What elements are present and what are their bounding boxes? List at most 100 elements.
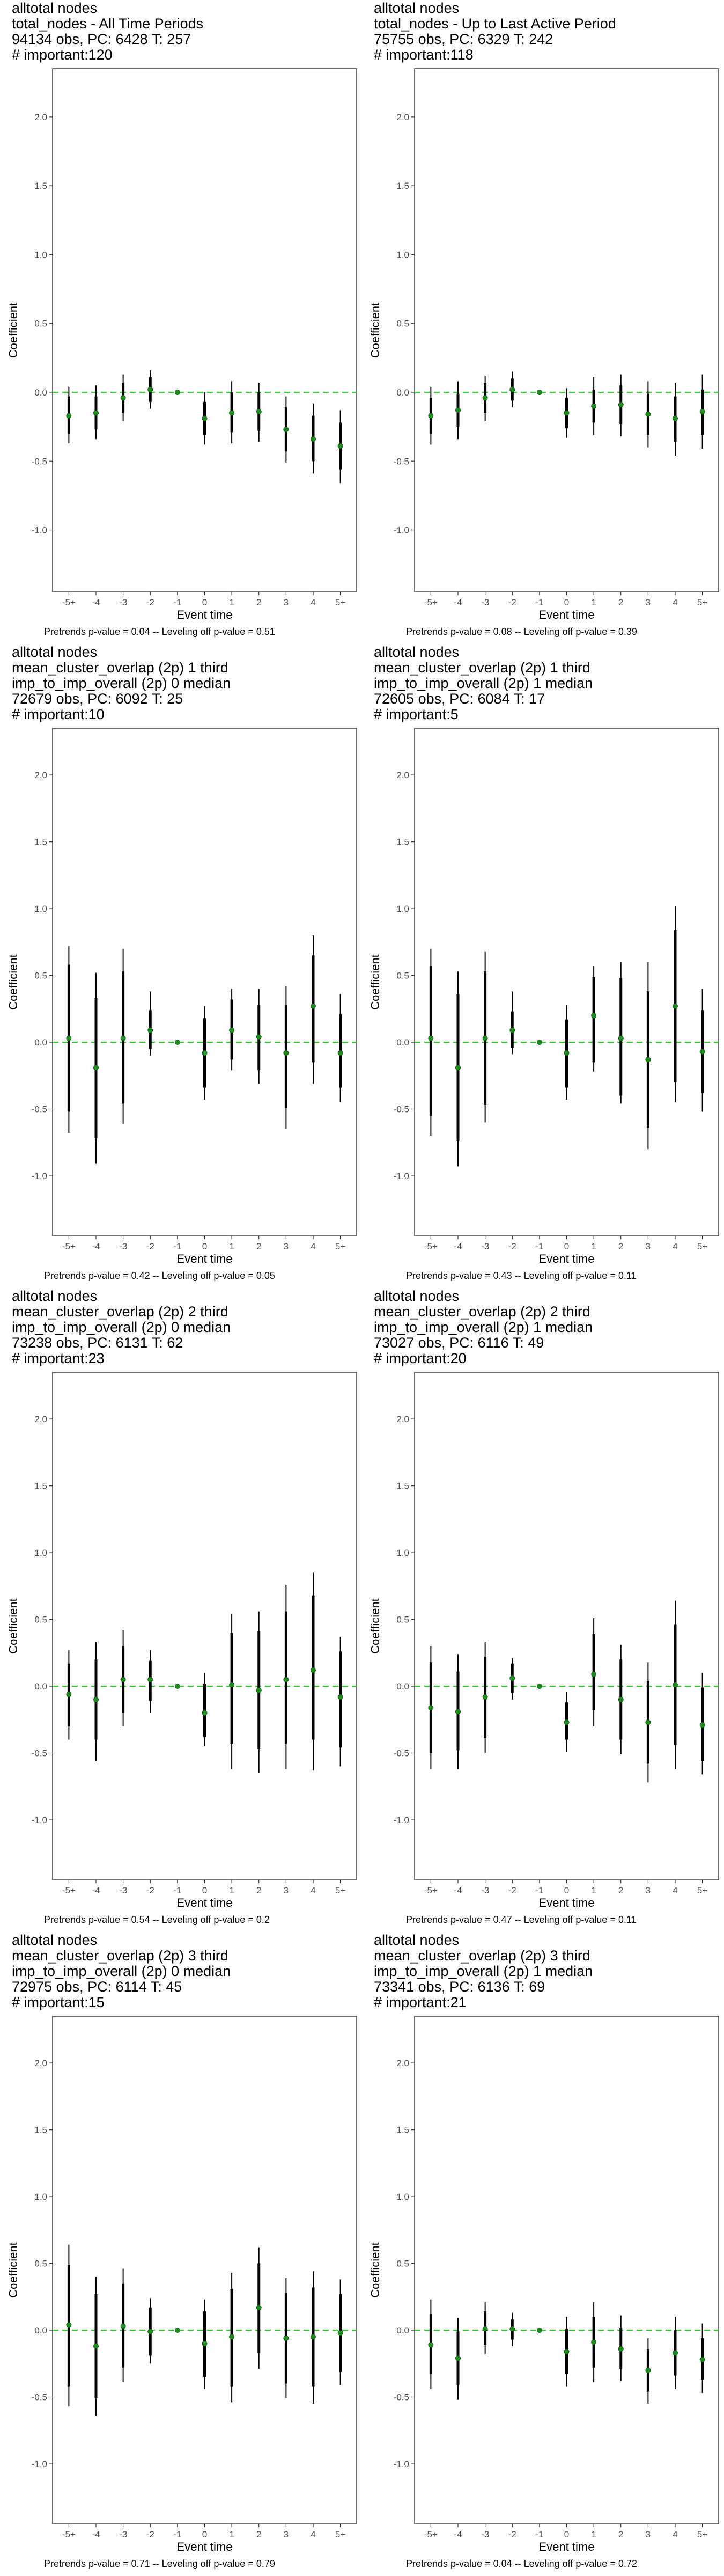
x-tick-label: 4 (673, 597, 677, 608)
panel-title-line: alltotal nodes (12, 0, 97, 16)
panel-title-line: 73027 obs, PC: 6116 T: 49 (374, 1335, 544, 1351)
y-tick-label: 0.0 (34, 2325, 47, 2336)
panel-title-line: # important:15 (12, 1994, 105, 2010)
pvalue-caption: Pretrends p-value = 0.43 -- Leveling off… (406, 1270, 637, 1281)
coefficient-point (482, 1694, 488, 1700)
x-axis-title: Event time (177, 1896, 233, 1909)
coefficient-point (229, 1682, 235, 1688)
x-tick-label: -2 (146, 1241, 154, 1252)
coefficient-point (256, 408, 262, 414)
x-axis-title: Event time (177, 1252, 233, 1265)
y-tick-label: 0.5 (34, 319, 47, 329)
x-axis-title: Event time (539, 2540, 595, 2553)
y-tick-label: 1.5 (396, 2125, 409, 2135)
coefficient-point (66, 2322, 72, 2328)
coefficient-point (311, 1667, 316, 1673)
plot-frame (414, 728, 719, 1236)
coefficient-point (311, 436, 316, 442)
panel-title-line: 72605 obs, PC: 6084 T: 17 (374, 691, 545, 707)
panel-title-line: 94134 obs, PC: 6428 T: 257 (12, 31, 191, 47)
coefficient-point (229, 1027, 235, 1033)
coefficient-point (618, 1035, 624, 1041)
coefficient-point (66, 1691, 72, 1697)
coefficient-point (120, 1677, 126, 1682)
pvalue-caption: Pretrends p-value = 0.04 -- Leveling off… (44, 626, 275, 637)
coefficient-point (174, 389, 180, 395)
y-axis-title: Coefficient (368, 2242, 382, 2298)
x-tick-label: -3 (119, 1885, 127, 1896)
y-tick-label: 2.0 (396, 112, 409, 122)
coefficient-point (337, 1050, 343, 1056)
y-tick-label: 1.0 (396, 2192, 409, 2202)
x-tick-label: -2 (146, 1885, 154, 1896)
coefficient-point (482, 2326, 488, 2332)
pvalue-caption: Pretrends p-value = 0.08 -- Leveling off… (406, 626, 637, 637)
coefficient-point (147, 1027, 153, 1033)
x-tick-label: 0 (202, 1885, 207, 1896)
coefficient-point (591, 1013, 597, 1019)
coefficient-point (283, 2335, 289, 2341)
x-tick-label: 3 (646, 1241, 651, 1252)
panel-title-line: imp_to_imp_overall (2p) 0 median (12, 1963, 231, 1979)
panel-title-line: 72679 obs, PC: 6092 T: 25 (12, 691, 183, 707)
y-tick-label: 0.0 (34, 1037, 47, 1048)
x-tick-label: -4 (454, 2529, 462, 2540)
x-tick-label: 2 (256, 1885, 261, 1896)
x-tick-label: 3 (284, 2529, 289, 2540)
y-tick-label: 0.0 (396, 1681, 409, 1692)
y-tick-label: -0.5 (394, 1104, 409, 1115)
coefficient-point (147, 386, 153, 392)
x-tick-label: 3 (284, 1885, 289, 1896)
y-axis-title: Coefficient (6, 303, 20, 358)
coefficient-point (699, 408, 705, 414)
x-tick-label: 2 (618, 2529, 623, 2540)
x-tick-label: -2 (146, 597, 154, 608)
x-tick-label: -5+ (62, 1885, 76, 1896)
panel-title-line: imp_to_imp_overall (2p) 1 median (374, 675, 593, 691)
x-axis-title: Event time (539, 1252, 595, 1265)
x-tick-label: 0 (564, 1885, 569, 1896)
y-tick-label: -1.0 (394, 525, 409, 536)
coefficient-point (645, 1057, 651, 1063)
coefficient-point (120, 1035, 126, 1041)
coefficient-point (120, 395, 126, 401)
x-tick-label: 5+ (335, 2529, 345, 2540)
plot-frame (52, 728, 357, 1236)
panel-title-line: # important:120 (12, 47, 113, 63)
y-tick-label: 0.5 (396, 1615, 409, 1625)
coefficient-point (564, 410, 570, 416)
coefficient-point (147, 2329, 153, 2334)
x-tick-label: 5+ (335, 1885, 345, 1896)
y-tick-label: 0.5 (396, 971, 409, 981)
x-tick-label: -2 (508, 1885, 516, 1896)
y-axis-title: Coefficient (368, 954, 382, 1010)
pvalue-caption: Pretrends p-value = 0.71 -- Leveling off… (44, 2558, 275, 2569)
panel-title-line: # important:5 (374, 706, 459, 722)
panel-title-line: # important:118 (374, 47, 474, 63)
y-tick-label: 0.0 (34, 1681, 47, 1692)
y-tick-label: -0.5 (32, 2392, 47, 2403)
x-tick-label: 2 (618, 597, 623, 608)
x-tick-label: 1 (229, 597, 234, 608)
x-tick-label: -5+ (62, 2529, 76, 2540)
x-tick-label: 4 (673, 1241, 677, 1252)
x-tick-label: -4 (92, 1885, 100, 1896)
y-tick-label: 2.0 (396, 1414, 409, 1424)
y-tick-label: 1.5 (396, 1481, 409, 1491)
panel-title-line: alltotal nodes (12, 644, 97, 660)
y-tick-label: 2.0 (34, 1414, 47, 1424)
coefficient-point (311, 2334, 316, 2340)
y-tick-label: -0.5 (32, 1748, 47, 1759)
y-tick-label: 1.5 (34, 2125, 47, 2135)
coefficient-point (482, 395, 488, 401)
pvalue-caption: Pretrends p-value = 0.42 -- Leveling off… (44, 1270, 275, 1281)
panel-title-line: 73238 obs, PC: 6131 T: 62 (12, 1335, 183, 1351)
x-tick-label: 1 (229, 1885, 234, 1896)
x-tick-label: 1 (591, 2529, 596, 2540)
coefficient-point (591, 403, 597, 409)
pvalue-caption: Pretrends p-value = 0.04 -- Leveling off… (406, 2558, 637, 2569)
